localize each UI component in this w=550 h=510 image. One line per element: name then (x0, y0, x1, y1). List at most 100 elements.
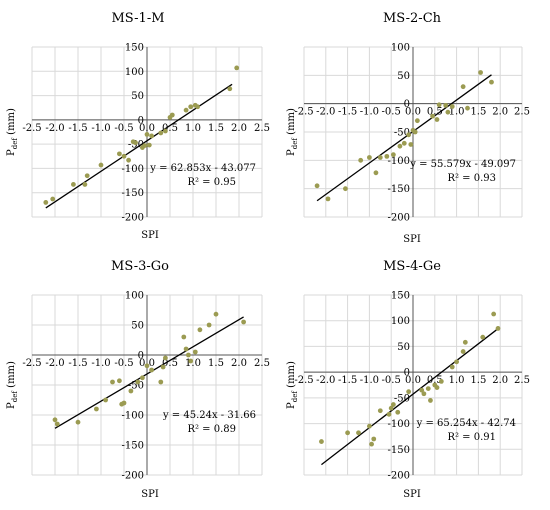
y-axis-label-unit: (mm) (286, 108, 297, 138)
y-tick-label: -50 (128, 140, 144, 151)
y-axis-label-unit: (mm) (6, 108, 17, 138)
x-tick-label: -2.0 (45, 123, 64, 134)
y-axis-label-main: P (6, 149, 17, 156)
data-point (169, 112, 175, 118)
data-point (54, 421, 60, 427)
data-point (430, 113, 436, 119)
data-point (314, 183, 320, 189)
x-tick-label: 2.5 (514, 107, 530, 118)
data-point (186, 352, 191, 358)
x-tick-label: -0.5 (382, 107, 401, 118)
x-tick-label: -1.0 (360, 375, 379, 386)
data-point (369, 441, 374, 447)
x-tick-label: 1.0 (185, 123, 201, 134)
data-point (160, 364, 166, 370)
data-point (206, 322, 212, 328)
data-point (234, 65, 240, 71)
x-tick-label: 0.5 (427, 375, 443, 386)
data-point (241, 319, 247, 325)
data-point (371, 436, 377, 442)
data-point (480, 334, 486, 340)
x-tick-label: 0.0 (139, 123, 155, 134)
x-tick-label: 2.0 (231, 123, 247, 134)
data-point (460, 349, 466, 354)
data-point (117, 378, 122, 384)
x-tick-label: 0.5 (162, 123, 178, 134)
y-tick-label: -100 (122, 411, 144, 422)
data-point (325, 196, 331, 202)
y-tick-label: 150 (391, 291, 410, 302)
x-tick-label: 0.0 (405, 107, 421, 118)
trend-line (54, 316, 244, 429)
data-point (149, 133, 155, 139)
data-point (386, 411, 392, 417)
data-point (478, 70, 483, 75)
x-tick-label: 0.5 (162, 358, 178, 369)
chart-panel-4: MS-4-Ge -2.5 -2.0 -1.5 -1.0 -0.5 0.0 0.5 1.0 1.5 2… (286, 259, 530, 500)
data-point (345, 430, 350, 436)
x-tick-label: -0.5 (114, 123, 133, 134)
data-point (43, 200, 49, 205)
y-tick-label: 100 (391, 43, 410, 54)
data-point (395, 409, 401, 415)
x-tick-label: 2.5 (254, 358, 270, 369)
chart-title: MS-4-Ge (383, 259, 441, 274)
data-point (188, 358, 194, 364)
regression-equation: y = 62.853x - 43.077 (149, 163, 256, 174)
y-tick-label: -150 (388, 445, 410, 456)
data-point (377, 155, 383, 160)
data-point (388, 405, 394, 411)
data-point (319, 439, 324, 444)
y-axis-label-sub: def (11, 137, 19, 150)
y-tick-label: 50 (397, 71, 410, 82)
data-point (146, 142, 152, 148)
y-tick-label: -200 (122, 471, 144, 482)
data-point (462, 339, 468, 345)
data-point (384, 153, 390, 159)
x-tick-label: -1.0 (91, 358, 110, 369)
data-point (158, 379, 164, 385)
data-point (436, 102, 442, 108)
y-tick-label: 50 (131, 91, 144, 102)
y-tick-label: 50 (397, 342, 410, 353)
data-point (158, 130, 164, 136)
x-tick-label: 1.5 (208, 358, 224, 369)
y-tick-label: -200 (122, 213, 144, 224)
x-tick-label: -2.5 (22, 358, 41, 369)
data-point (121, 400, 127, 406)
x-axis-label: SPI (141, 230, 159, 241)
data-point (188, 104, 194, 110)
data-point (163, 355, 168, 361)
data-point (390, 152, 396, 158)
y-axis-label-main: P (286, 149, 297, 156)
y-tick-label: 100 (125, 67, 144, 78)
chart-panel-3: MS-3-Go-2.5-2.0-1.5-1.0-0.50.00.51.01.52… (6, 259, 270, 500)
data-point (421, 391, 427, 397)
data-point (356, 430, 361, 436)
data-point (406, 132, 412, 138)
x-tick-label: 1.5 (208, 123, 224, 134)
y-tick-label: 0 (404, 99, 410, 110)
data-point (491, 311, 497, 317)
y-axis-label-unit: (mm) (6, 361, 17, 391)
data-point (142, 143, 148, 149)
data-point (181, 334, 187, 340)
x-tick-label: 2.0 (492, 375, 508, 386)
data-point (489, 79, 494, 85)
data-point (419, 387, 425, 393)
data-point (52, 417, 58, 423)
x-tick-label: -1.5 (338, 375, 357, 386)
y-tick-label: 0 (138, 351, 144, 362)
chart-title: MS-1-M (111, 11, 164, 26)
x-tick-label: 2.0 (492, 107, 508, 118)
data-point (454, 359, 459, 365)
trend-line (321, 328, 499, 466)
x-tick-label: 1.0 (449, 107, 465, 118)
x-tick-label: -2.0 (316, 375, 335, 386)
x-tick-label: -1.0 (91, 123, 110, 134)
data-point (192, 349, 198, 355)
y-axis-label: Pdef (mm) (286, 361, 299, 409)
data-point (434, 385, 440, 390)
x-tick-label: 2.5 (254, 123, 270, 134)
x-tick-label: -2.5 (294, 375, 313, 386)
